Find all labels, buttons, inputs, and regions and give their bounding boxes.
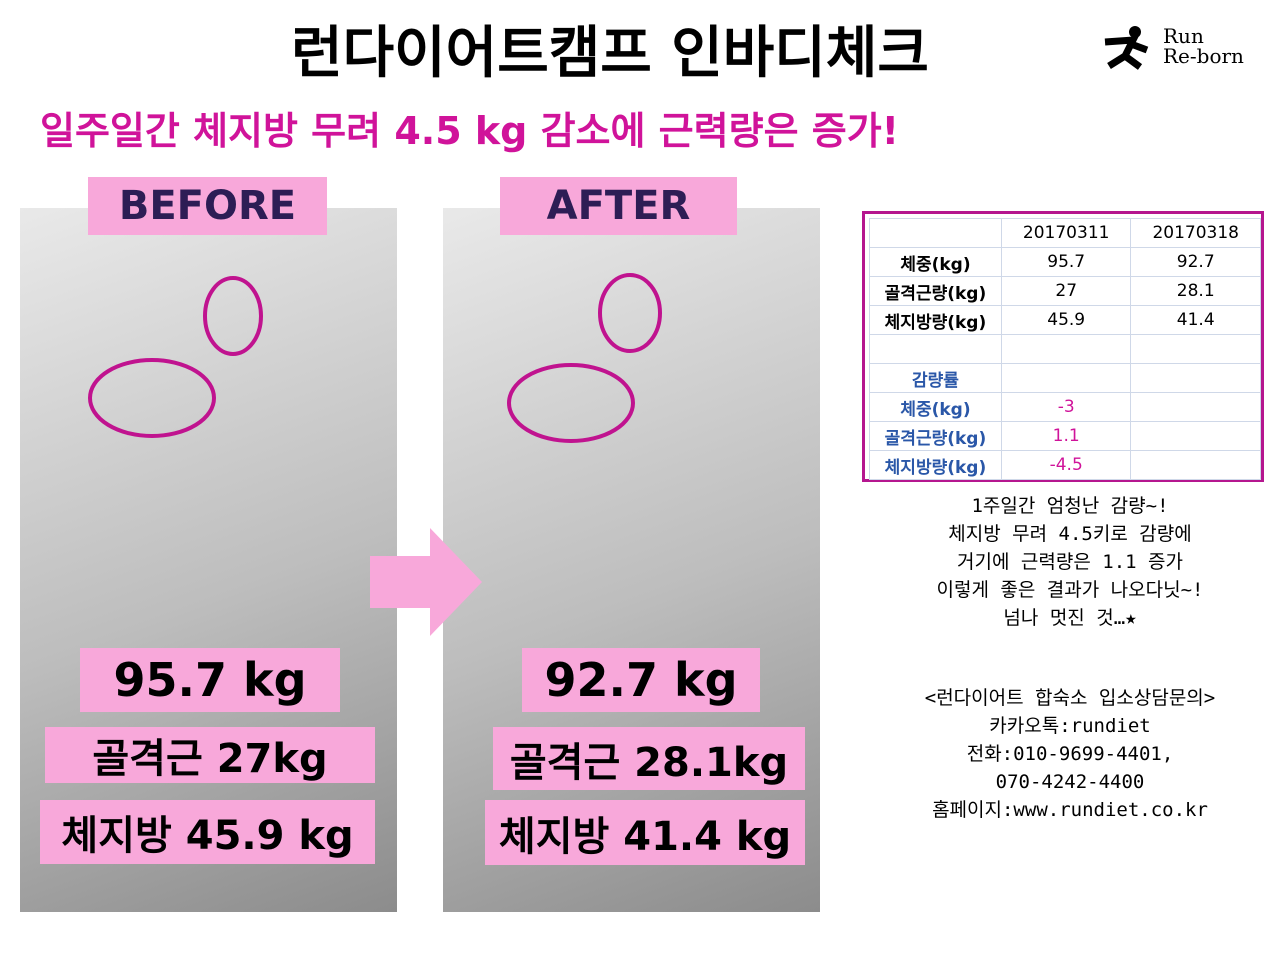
after-muscle: 골격근 28.1kg	[493, 727, 805, 790]
col-header: 20170318	[1130, 218, 1261, 248]
logo-icon	[1104, 26, 1149, 70]
contact-line: 카카오톡:rundiet	[989, 715, 1151, 737]
before-muscle: 골격근 27kg	[45, 727, 375, 783]
cell	[1000, 363, 1132, 393]
cell	[1130, 392, 1261, 422]
cell: 41.4	[1130, 305, 1261, 335]
cell	[869, 334, 1002, 364]
cell: 28.1	[1130, 276, 1261, 306]
cell: 45.9	[1000, 305, 1132, 335]
after-fat: 체지방 41.4 kg	[485, 800, 805, 865]
cell	[869, 218, 1002, 248]
contact: <런다이어트 합숙소 입소상담문의> 카카오톡:rundiet 전화:010-969…	[880, 684, 1260, 824]
cell	[1130, 450, 1261, 480]
cell: 27	[1000, 276, 1132, 306]
row-label: 체지방량(kg)	[869, 305, 1002, 335]
col-header: 20170311	[1000, 218, 1132, 248]
title: 런다이어트캠프 인바디체크	[291, 21, 929, 86]
cell	[1000, 334, 1132, 364]
after-photo	[443, 208, 820, 912]
logo: Run Re-born	[1095, 22, 1265, 72]
before-label: BEFORE	[88, 177, 327, 235]
contact-line: 전화:010-9699-4401,	[966, 743, 1174, 765]
cell: -3	[1000, 392, 1132, 422]
contact-line: <런다이어트 합숙소 입소상담문의>	[924, 687, 1216, 709]
contact-line: 홈페이지:www.rundiet.co.kr	[932, 799, 1208, 821]
table-box: 20170311 20170318 체중(kg) 95.7 92.7 골격근량(kg)…	[862, 211, 1264, 482]
before-fat: 체지방 45.9 kg	[40, 800, 375, 864]
cell	[1130, 363, 1261, 393]
row-label: 골격근량(kg)	[869, 421, 1002, 451]
cell: 92.7	[1130, 247, 1261, 277]
photo-marks	[507, 273, 662, 443]
note-line: 넘나 멋진 것…★	[1003, 607, 1137, 629]
cell: 1.1	[1000, 421, 1132, 451]
cell: 95.7	[1000, 247, 1132, 277]
row-label: 골격근량(kg)	[869, 276, 1002, 306]
row-label: 체중(kg)	[869, 392, 1002, 422]
after-label: AFTER	[500, 177, 737, 235]
cell	[1130, 421, 1261, 451]
note-line: 1주일간 엄청난 감량~!	[971, 495, 1169, 517]
before-photo	[20, 208, 397, 912]
cell	[1130, 334, 1261, 364]
photo-marks	[88, 276, 263, 438]
cell: -4.5	[1000, 450, 1132, 480]
before-weight: 95.7 kg	[80, 648, 340, 712]
note-line: 체지방 무려 4.5키로 감량에	[948, 523, 1192, 545]
logo-text: Run	[1163, 24, 1204, 48]
logo-text: Re-born	[1163, 44, 1244, 68]
section-label: 감량률	[869, 363, 1002, 393]
row-label: 체지방량(kg)	[869, 450, 1002, 480]
after-weight: 92.7 kg	[522, 648, 760, 712]
row-label: 체중(kg)	[869, 247, 1002, 277]
contact-line: 070-4242-4400	[995, 771, 1145, 793]
subtitle: 일주일간 체지방 무려 4.5 kg 감소에 근력량은 증가!	[40, 109, 900, 153]
table: 20170311 20170318 체중(kg) 95.7 92.7 골격근량(kg)…	[869, 218, 1261, 480]
arrow	[370, 528, 482, 636]
note-line: 이렇게 좋은 결과가 나오다닛~!	[936, 579, 1204, 601]
note-line: 거기에 근력량은 1.1 증가	[957, 551, 1183, 573]
